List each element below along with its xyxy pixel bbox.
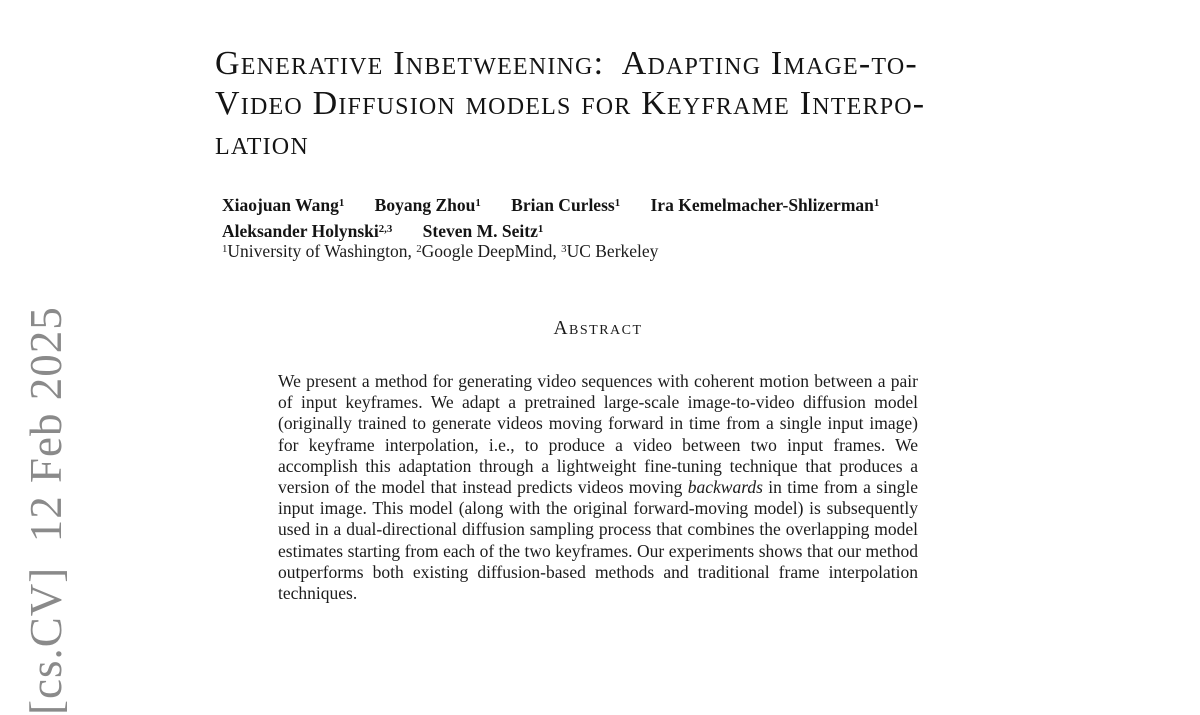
affiliation: 3UC Berkeley [561, 241, 658, 261]
author-affiliation-superscript: 1 [614, 197, 621, 210]
author-name: Steven M. Seitz [422, 221, 538, 241]
affiliation-text: UC Berkeley [566, 241, 659, 261]
author: Aleksander Holynski2,3 [222, 220, 392, 246]
abstract-italic-term: backwards [687, 477, 763, 498]
abstract-heading: Abstract [553, 318, 643, 339]
abstract-body: We present a method for generating video… [278, 371, 918, 604]
arxiv-stamp: [cs.CV] 12 Feb 2025 [21, 306, 71, 715]
author: Brian Curless1 [511, 194, 620, 220]
authors-block: Xiaojuan Wang1 Boyang Zhou1 Brian Curles… [222, 194, 982, 246]
author-line-2: Aleksander Holynski2,3 Steven M. Seitz1 [222, 220, 982, 246]
title-line-2: Video Diffusion models for Keyframe Inte… [215, 85, 926, 122]
title-line-1: Generative Inbetweening: Adapting Image-… [215, 45, 918, 82]
author-affiliation-superscript: 1 [338, 197, 345, 210]
affiliation: 2Google DeepMind, [416, 241, 561, 261]
paper-title: Generative Inbetweening: Adapting Image-… [215, 44, 1015, 164]
author-affiliation-superscript: 1 [873, 197, 880, 210]
author-name: Aleksander Holynski [222, 221, 379, 241]
author-affiliation-superscript: 1 [475, 197, 481, 210]
affiliations-line: 1University of Washington, 2Google DeepM… [222, 240, 658, 266]
affiliation: 1University of Washington, [222, 241, 416, 261]
author-affiliation-superscript: 2,3 [378, 223, 393, 236]
author-line-1: Xiaojuan Wang1 Boyang Zhou1 Brian Curles… [222, 194, 982, 220]
author-name: Brian Curless [511, 195, 615, 215]
author-affiliation-superscript: 1 [537, 223, 544, 236]
author: Xiaojuan Wang1 [222, 194, 344, 220]
affiliation-superscript: 3 [561, 243, 567, 256]
author-name: Boyang Zhou [374, 195, 476, 215]
affiliation-superscript: 1 [222, 243, 228, 256]
author: Boyang Zhou1 [375, 194, 481, 220]
title-line-3: lation [215, 125, 309, 162]
paper-page: [cs.CV] 12 Feb 2025 Generative Inbetween… [21, 44, 1015, 715]
affiliation-text: University of Washington, [227, 241, 417, 261]
affiliation-superscript: 2 [416, 243, 422, 256]
author-name: Ira Kemelmacher-Shlizerman [650, 195, 874, 215]
author-name: Xiaojuan Wang [222, 195, 339, 215]
author: Steven M. Seitz1 [423, 220, 544, 246]
author: Ira Kemelmacher-Shlizerman1 [651, 194, 880, 220]
abstract-text-after: in time from a single input image. This … [278, 477, 918, 604]
abstract-text-before: We present a method for generating video… [278, 371, 918, 498]
affiliation-text: Google DeepMind, [421, 241, 562, 261]
